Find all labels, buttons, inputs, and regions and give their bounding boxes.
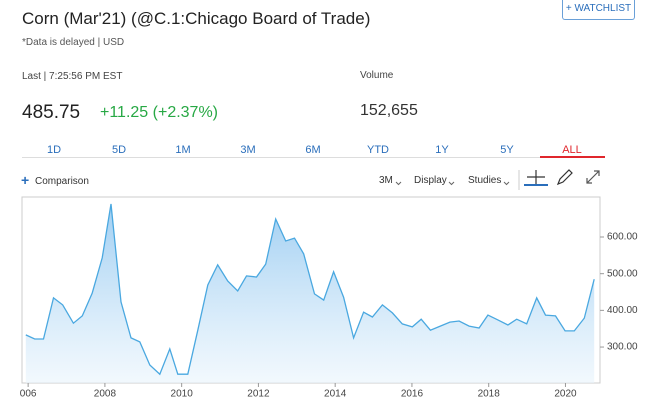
range-tab[interactable]: ALL bbox=[562, 144, 582, 156]
y-tick-label: 400.00 bbox=[607, 305, 638, 316]
range-tab[interactable]: 1M bbox=[175, 144, 191, 156]
x-tick-label: 2014 bbox=[324, 389, 347, 400]
last-label: Last | 7:25:56 PM EST bbox=[22, 71, 123, 82]
range-tab[interactable]: YTD bbox=[367, 144, 389, 156]
range-tab[interactable]: 6M bbox=[305, 144, 321, 156]
interval-menu[interactable]: 3M bbox=[379, 175, 393, 186]
x-tick-label: 2016 bbox=[401, 389, 424, 400]
y-tick-label: 500.00 bbox=[607, 268, 638, 279]
range-tab[interactable]: 5Y bbox=[500, 144, 514, 156]
x-tick-label: 2008 bbox=[94, 389, 117, 400]
display-menu[interactable]: Display bbox=[414, 175, 447, 186]
studies-menu[interactable]: Studies bbox=[468, 175, 502, 186]
active-tab-underline bbox=[540, 156, 605, 158]
delay-note: *Data is delayed | USD bbox=[22, 37, 125, 48]
y-tick-label: 600.00 bbox=[607, 232, 638, 243]
x-tick-label: 2020 bbox=[554, 389, 577, 400]
price-line bbox=[25, 203, 595, 376]
draw-icon[interactable] bbox=[556, 169, 573, 186]
area-fill bbox=[25, 204, 595, 383]
x-tick-label: 2010 bbox=[171, 389, 194, 400]
crosshair-icon[interactable] bbox=[524, 170, 548, 186]
range-tab[interactable]: 3M bbox=[240, 144, 256, 156]
x-tick-label: 006 bbox=[20, 389, 37, 400]
x-tick-label: 2018 bbox=[478, 389, 501, 400]
y-tick-label: 300.00 bbox=[607, 342, 638, 353]
last-price: 485.75 bbox=[22, 102, 81, 123]
range-tab[interactable]: 1Y bbox=[435, 144, 449, 156]
expand-icon[interactable] bbox=[586, 170, 600, 184]
price-change: +11.25 (+2.37%) bbox=[100, 104, 219, 121]
chevrons bbox=[395, 181, 510, 186]
volume: 152,655 bbox=[360, 102, 418, 119]
title: Corn (Mar'21) (@C.1:Chicago Board of Tra… bbox=[22, 9, 371, 28]
tab-divider bbox=[22, 157, 605, 158]
range-tab[interactable]: 5D bbox=[111, 144, 127, 156]
comparison-button[interactable]: Comparison bbox=[35, 176, 89, 187]
x-tick-label: 2012 bbox=[247, 389, 270, 400]
range-tab[interactable]: 1D bbox=[46, 144, 62, 156]
plus-icon[interactable]: + bbox=[21, 172, 30, 188]
volume-label: Volume bbox=[360, 70, 394, 81]
watchlist-button[interactable]: + WATCHLIST bbox=[562, 0, 635, 20]
